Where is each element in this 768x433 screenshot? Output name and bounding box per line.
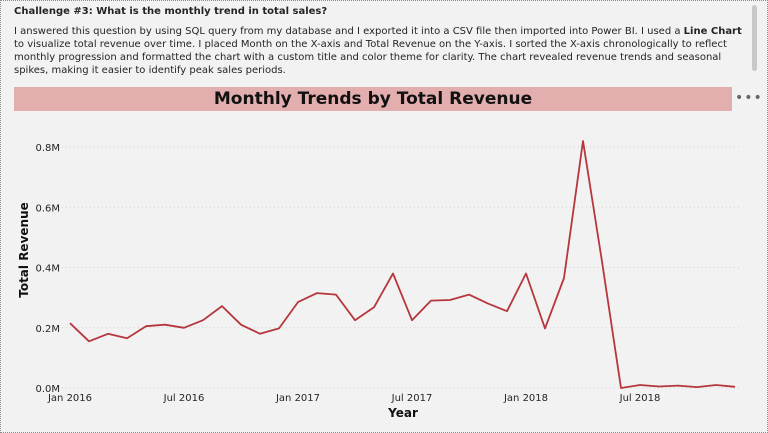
x-axis-ticks: Jan 2016 Jul 2016 Jan 2017 Jul 2017 Jan 2018…: [47, 393, 660, 404]
challenge-text-box: Challenge #3: What is the monthly trend …: [14, 5, 746, 81]
x-tick-label: Jan 2017: [275, 393, 320, 404]
description-bold-text: Line Chart: [683, 26, 742, 37]
data-point[interactable]: [239, 322, 244, 327]
x-tick-label: Jul 2018: [619, 393, 661, 404]
description-text-before: I answered this question by using SQL qu…: [14, 26, 684, 37]
data-point[interactable]: [467, 292, 472, 297]
data-point[interactable]: [144, 324, 149, 329]
data-point[interactable]: [391, 271, 396, 276]
data-point[interactable]: [277, 326, 282, 331]
chart-title: Monthly Trends by Total Revenue: [213, 89, 533, 109]
chart-title-bar: Monthly Trends by Total Revenue: [14, 87, 732, 111]
data-point[interactable]: [334, 292, 339, 297]
data-point[interactable]: [733, 384, 738, 389]
y-tick-label: 0.8M: [35, 143, 60, 154]
data-point[interactable]: [429, 298, 434, 303]
challenge-description: I answered this question by using SQL qu…: [14, 25, 746, 77]
text-box-scrollbar[interactable]: [752, 5, 757, 71]
x-tick-label: Jul 2017: [391, 393, 433, 404]
data-point[interactable]: [410, 318, 415, 323]
data-point[interactable]: [448, 298, 453, 303]
data-point[interactable]: [106, 331, 111, 336]
data-point[interactable]: [163, 322, 168, 327]
data-point[interactable]: [600, 259, 605, 264]
data-point[interactable]: [201, 318, 206, 323]
description-text-after: to visualize total revenue over time. I …: [14, 39, 727, 76]
y-tick-label: 0.6M: [35, 203, 60, 214]
data-point[interactable]: [220, 304, 225, 309]
challenge-title: Challenge #3: What is the monthly trend …: [14, 6, 328, 17]
data-point[interactable]: [505, 309, 510, 314]
y-axis-title: Total Revenue: [17, 202, 31, 298]
data-point[interactable]: [353, 318, 358, 323]
data-point[interactable]: [695, 385, 700, 390]
data-point[interactable]: [619, 386, 624, 391]
data-point[interactable]: [543, 326, 548, 331]
data-point[interactable]: [638, 382, 643, 387]
data-point[interactable]: [87, 339, 92, 344]
x-axis-title: Year: [387, 406, 418, 420]
data-point[interactable]: [676, 383, 681, 388]
data-point[interactable]: [372, 305, 377, 310]
data-point[interactable]: [182, 325, 187, 330]
more-options-icon[interactable]: •••: [735, 90, 763, 106]
x-tick-label: Jan 2018: [503, 393, 548, 404]
gridlines: [62, 146, 739, 389]
x-tick-label: Jul 2016: [163, 393, 205, 404]
data-point[interactable]: [296, 300, 301, 305]
data-point[interactable]: [486, 301, 491, 306]
data-points: [68, 138, 738, 390]
data-point[interactable]: [562, 276, 567, 281]
revenue-series-line: [69, 140, 736, 389]
x-tick-label: Jan 2016: [47, 393, 92, 404]
y-tick-label: 0.0M: [35, 384, 60, 395]
data-point[interactable]: [524, 271, 529, 276]
y-axis-ticks: 0.0M 0.2M 0.4M 0.6M 0.8M: [35, 143, 60, 395]
data-point[interactable]: [714, 382, 719, 387]
data-point[interactable]: [125, 336, 130, 341]
data-point[interactable]: [315, 291, 320, 296]
y-tick-label: 0.2M: [35, 324, 60, 335]
data-point[interactable]: [258, 331, 263, 336]
y-tick-label: 0.4M: [35, 264, 60, 275]
data-point[interactable]: [68, 321, 73, 326]
data-point[interactable]: [657, 384, 662, 389]
data-point[interactable]: [581, 138, 586, 143]
